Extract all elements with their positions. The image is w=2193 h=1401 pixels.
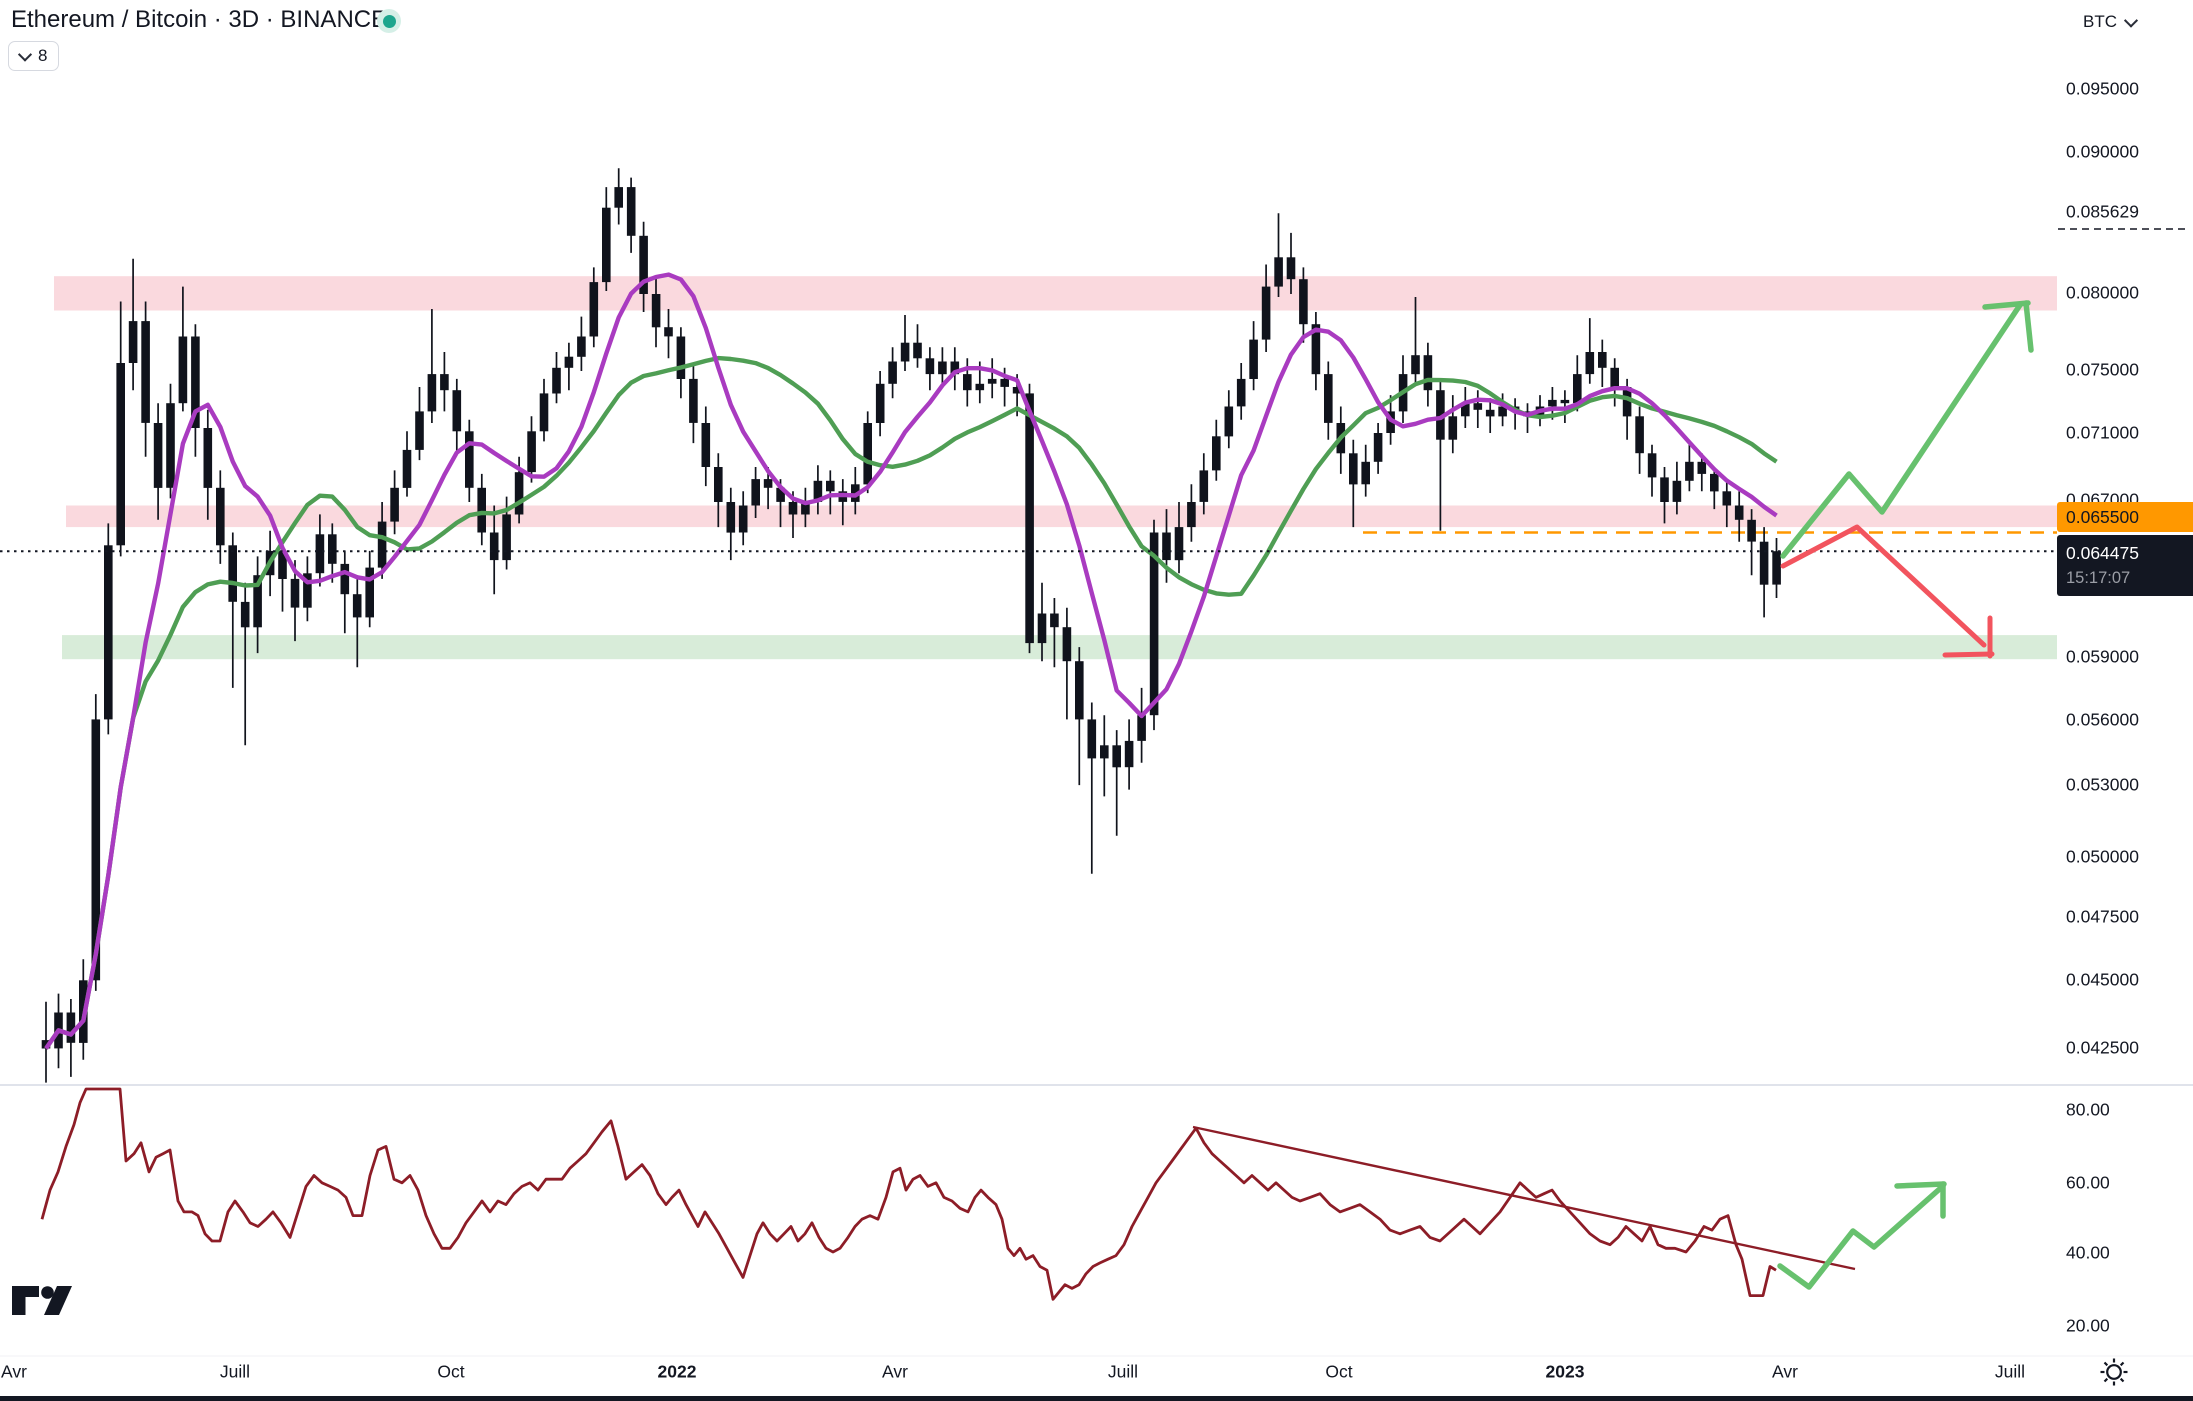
- time-axis-label: Avr: [1, 1361, 27, 1382]
- time-axis-label: Avr: [882, 1361, 908, 1382]
- price-axis-label: 0.080000: [2066, 282, 2139, 303]
- ma-slow-line: [44, 355, 1778, 1050]
- bearish-scenario-arrow[interactable]: [1780, 524, 1995, 659]
- zone-resistance-upper[interactable]: [54, 276, 2057, 311]
- time-axis-label: Oct: [1325, 1361, 1353, 1382]
- price-axis-label: 0.045000: [2066, 969, 2139, 990]
- rsi-trendline-drawing[interactable]: [1192, 1125, 1856, 1271]
- zone-resistance-mid[interactable]: [66, 505, 2057, 528]
- rsi-bullish-arrow[interactable]: [1777, 1181, 1947, 1290]
- bullish-scenario-arrow[interactable]: [1780, 300, 2034, 559]
- price-axis-label: 0.071000: [2066, 422, 2139, 443]
- alert-price-badge[interactable]: 0.065500: [2057, 502, 2193, 532]
- bar-countdown-timer: 15:17:07: [2066, 569, 2131, 587]
- theme-brightness-button[interactable]: [2100, 1358, 2128, 1386]
- symbol-title: Ethereum / Bitcoin · 3D · BINANCE: [11, 6, 388, 33]
- ma-period-value: 8: [38, 46, 48, 65]
- quote-currency-label: BTC: [2083, 12, 2117, 31]
- tradingview-logo[interactable]: [12, 1286, 72, 1315]
- time-axis-label: 2022: [657, 1361, 697, 1382]
- market-status-icon: [377, 9, 401, 33]
- rsi-axis-label: 40.00: [2066, 1242, 2110, 1263]
- time-axis-label: Oct: [437, 1361, 465, 1382]
- time-axis-label: Juill: [1107, 1361, 1139, 1382]
- price-axis-label: 0.056000: [2066, 709, 2139, 730]
- rsi-axis-label: 60.00: [2066, 1172, 2110, 1193]
- price-axis-label: 0.047500: [2066, 906, 2139, 927]
- chevron-down-icon: [17, 47, 33, 62]
- price-axis-label: 0.059000: [2066, 646, 2139, 667]
- rsi-axis-label: 80.00: [2066, 1099, 2110, 1120]
- price-axis-label: 0.053000: [2066, 774, 2139, 795]
- alert-price-value: 0.065500: [2066, 506, 2139, 527]
- rsi-line: [40, 1087, 1777, 1301]
- ma-indicator-value-button[interactable]: 8: [8, 41, 60, 71]
- price-axis-label: 0.095000: [2066, 78, 2139, 99]
- current-price-value: 0.064475: [2066, 543, 2139, 563]
- current-price-badge: 0.064475 15:17:07: [2057, 535, 2193, 596]
- time-axis-label: Juill: [219, 1361, 251, 1382]
- rsi-axis-label: 20.00: [2066, 1315, 2110, 1336]
- zone-support-zone[interactable]: [62, 635, 2057, 660]
- price-axis-label: 0.090000: [2066, 141, 2139, 162]
- bottom-edge-bar: [0, 1396, 2193, 1401]
- time-axis-label: Avr: [1772, 1361, 1798, 1382]
- price-axis-label: 0.050000: [2066, 846, 2139, 867]
- price-axis-label: 0.075000: [2066, 359, 2139, 380]
- ma-fast-line: [44, 272, 1778, 1050]
- time-axis-label: Juill: [1994, 1361, 2026, 1382]
- chevron-down-icon: [2123, 13, 2139, 28]
- price-axis-label: 0.085629: [2066, 201, 2139, 222]
- time-axis-label: 2023: [1545, 1361, 1585, 1382]
- price-axis-label: 0.042500: [2066, 1037, 2139, 1058]
- quote-currency-selector[interactable]: BTC: [2083, 12, 2139, 32]
